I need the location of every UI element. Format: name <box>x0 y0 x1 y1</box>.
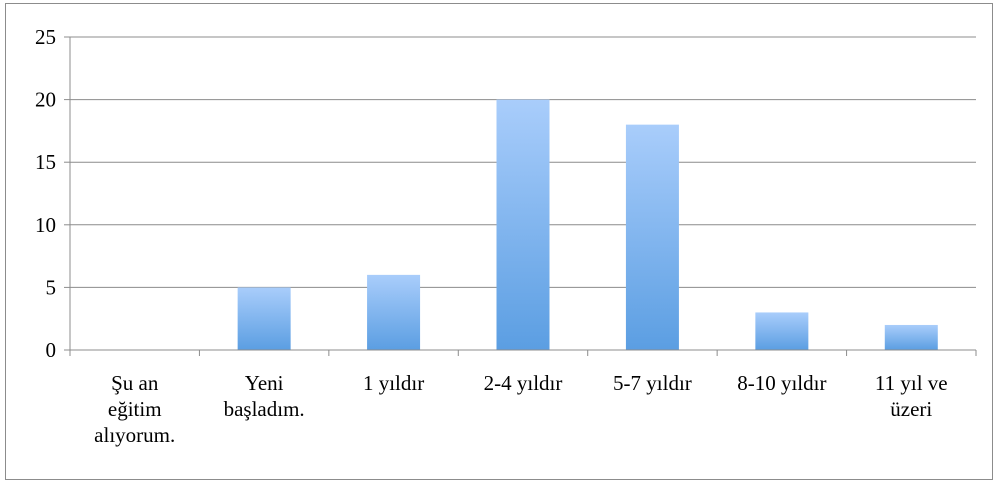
x-tick-label-6-line-1: üzeri <box>890 397 932 421</box>
bar-2 <box>367 274 421 350</box>
bar-4 <box>625 124 679 350</box>
y-tick-label-4: 20 <box>35 88 56 112</box>
x-tick-label-3-line-0: 2-4 yıldır <box>484 371 563 395</box>
x-tick-label-2-line-0: 1 yıldır <box>363 371 424 395</box>
x-tick-label-0-line-1: eğitim <box>108 397 162 421</box>
bar-5 <box>755 312 809 350</box>
y-tick-label-5: 25 <box>35 25 56 49</box>
y-tick-label-3: 15 <box>35 150 56 174</box>
x-tick-label-1-line-0: Yeni <box>245 371 284 395</box>
x-tick-label-5: 8-10 yıldır <box>737 371 826 395</box>
chart-frame: 0 5 10 15 20 25 Şu an eğitim alıyorum. Yeni başla… <box>5 3 993 480</box>
x-tick-label-0-line-0: Şu an <box>111 371 159 395</box>
y-tick-label-1: 5 <box>46 275 57 299</box>
x-tick-label-0-line-2: alıyorum. <box>94 423 175 447</box>
x-tick-label-4: 5-7 yıldır <box>613 371 692 395</box>
x-tick-label-4-line-0: 5-7 yıldır <box>613 371 692 395</box>
x-tick-label-2: 1 yıldır <box>363 371 424 395</box>
y-tick-labels: 0 5 10 15 20 25 <box>35 25 56 362</box>
x-tick-label-1: Yeni başladım. <box>224 371 305 421</box>
x-tick-labels: Şu an eğitim alıyorum. Yeni başladım. 1 yıldı… <box>94 371 947 447</box>
bar-chart: 0 5 10 15 20 25 Şu an eğitim alıyorum. Yeni başla… <box>35 25 977 447</box>
axes <box>69 37 977 356</box>
y-tick-label-0: 0 <box>46 338 57 362</box>
y-tick-label-2: 10 <box>35 213 56 237</box>
x-tick-label-0: Şu an eğitim alıyorum. <box>94 371 175 447</box>
bar-3 <box>496 99 550 350</box>
bar-6 <box>884 324 938 350</box>
x-tick-label-5-line-0: 8-10 yıldır <box>737 371 826 395</box>
bars <box>237 99 938 350</box>
x-tick-label-3: 2-4 yıldır <box>484 371 563 395</box>
x-tick-label-1-line-1: başladım. <box>224 397 305 421</box>
bar-1 <box>237 287 291 350</box>
x-tick-label-6-line-0: 11 yıl ve <box>875 371 948 395</box>
x-tick-label-6: 11 yıl ve üzeri <box>875 371 948 421</box>
